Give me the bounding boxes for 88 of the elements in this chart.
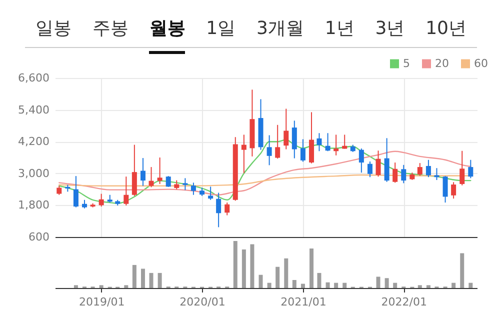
bar: [418, 285, 422, 288]
candlestick: [124, 176, 129, 206]
bar: [267, 282, 272, 288]
y-tick-label: 3,000: [18, 166, 50, 180]
bar: [250, 244, 254, 288]
text: 1일: [206, 16, 236, 40]
bar: [460, 253, 464, 288]
x-tick-label: 2022/01: [381, 296, 427, 308]
y-tick-label: 6,600: [18, 72, 50, 84]
x-tick-label: 2021/01: [280, 296, 326, 308]
y-tick-label: 600: [28, 230, 50, 244]
candlestick: [367, 160, 372, 178]
text: 3년: [375, 16, 405, 40]
bar: [258, 274, 263, 288]
legend-label: 20: [435, 56, 449, 70]
bar: [276, 266, 280, 288]
text: 일봉: [35, 16, 72, 40]
bar: [242, 249, 246, 288]
bar: [452, 282, 456, 288]
bar: [384, 278, 389, 288]
y-tick-label: 5,400: [18, 103, 50, 116]
candlestick: [216, 192, 222, 228]
candlestick: [392, 162, 398, 184]
bar: [326, 282, 330, 288]
bar: [468, 282, 473, 288]
bar: [334, 282, 338, 288]
x-tick-label: 2019/01: [78, 296, 125, 308]
y-tick-label: 1,800: [18, 198, 50, 212]
candlestick: [451, 182, 456, 200]
candlestick: [316, 132, 322, 152]
candlestick: [401, 164, 406, 184]
text: 1년: [324, 16, 354, 40]
candlestick: [417, 162, 422, 176]
candlestick: [157, 157, 162, 184]
bar: [132, 264, 136, 288]
candlestick: [174, 180, 180, 190]
legend-label: 5: [403, 56, 410, 70]
candlestick: [325, 132, 330, 152]
bar: [74, 285, 78, 288]
bar: [158, 272, 162, 288]
candlestick: [132, 144, 137, 196]
candlestick: [358, 148, 364, 174]
bar: [426, 285, 430, 288]
candlestick: [148, 166, 154, 188]
bar: [140, 268, 145, 288]
candlestick: [468, 159, 474, 179]
candlestick: [292, 120, 297, 159]
text: 월봉: [149, 16, 186, 40]
bar: [342, 282, 347, 288]
text: 10년: [426, 16, 467, 40]
bar: [233, 241, 238, 288]
candlestick: [266, 134, 272, 166]
candlestick: [224, 202, 230, 216]
candlestick: [300, 138, 306, 162]
bar: [99, 285, 104, 288]
candlestick: [190, 182, 196, 196]
bar: [393, 282, 398, 288]
candlestick: [376, 150, 381, 178]
legend-label: 60: [474, 56, 488, 70]
candlestick: [73, 176, 78, 208]
candlestick: [275, 124, 280, 160]
y-tick-label: 4,200: [18, 135, 50, 148]
bar: [376, 276, 380, 288]
candlestick: [442, 176, 448, 204]
candlestick: [460, 150, 465, 186]
candlestick: [140, 158, 146, 186]
bar: [317, 272, 322, 288]
candlestick: [426, 159, 431, 178]
candlestick: [309, 112, 314, 164]
candlestick: [342, 134, 348, 150]
candlestick: [182, 178, 188, 191]
bar: [284, 258, 288, 288]
bar: [310, 248, 314, 288]
candlestick: [166, 176, 171, 188]
candlestick: [241, 134, 246, 174]
candlestick: [334, 134, 339, 156]
x-tick-label: 2020/01: [180, 296, 226, 308]
candlestick: [98, 193, 104, 208]
candlestick: [384, 138, 390, 182]
candlestick: [284, 108, 289, 150]
text: 주봉: [92, 16, 128, 40]
bar: [149, 272, 154, 288]
text: 3개월: [256, 16, 304, 40]
bar: [292, 280, 296, 288]
bar: [300, 284, 305, 288]
candlestick: [56, 185, 62, 196]
candlestick: [208, 186, 214, 200]
bar: [124, 285, 128, 288]
